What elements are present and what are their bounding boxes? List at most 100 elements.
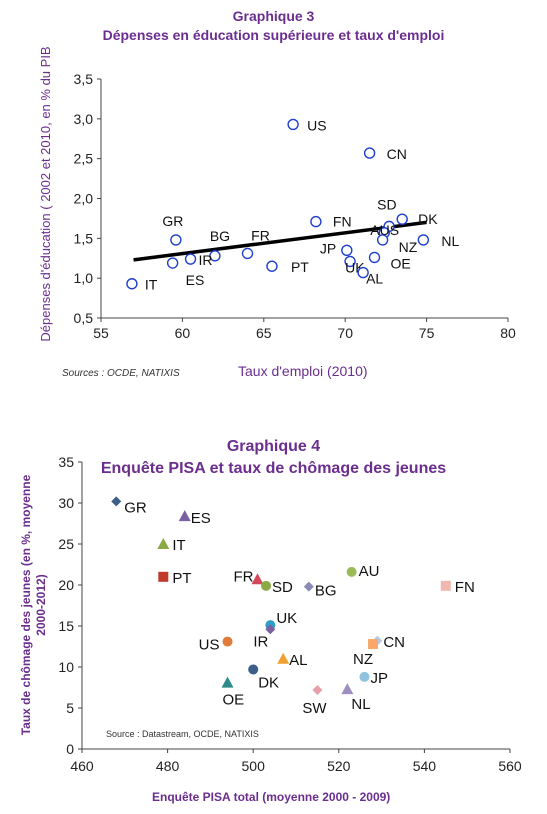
data-point-us <box>287 118 299 131</box>
data-point-jp <box>359 671 370 682</box>
point-label-sd: SD <box>377 196 396 212</box>
y-tick-label: 0,5 <box>74 310 94 326</box>
point-label-bg: BG <box>315 583 337 600</box>
point-label-jp: JP <box>320 240 336 256</box>
y-tick-label: 1,5 <box>74 230 94 246</box>
x-tick-label: 70 <box>337 325 353 341</box>
y-tick-label: 5 <box>66 700 74 716</box>
data-point-dk <box>248 664 259 675</box>
y-tick-label: 2,0 <box>74 191 94 207</box>
point-label-gr: GR <box>162 213 183 229</box>
point-label-fn: FN <box>333 214 352 230</box>
x-tick-label: 60 <box>175 325 191 341</box>
point-label-fn: FN <box>455 579 475 596</box>
x-tick-label: 65 <box>256 325 272 341</box>
x-tick-label: 500 <box>242 758 266 774</box>
data-point-es <box>178 510 191 522</box>
point-label-dk: DK <box>418 211 438 227</box>
point-label-ir: IR <box>199 252 213 268</box>
y-tick-label: 15 <box>58 618 74 634</box>
y-tick-label: 20 <box>58 577 74 593</box>
data-point-cn <box>363 147 376 159</box>
trend-line <box>133 220 427 262</box>
data-point-uk <box>344 255 356 268</box>
data-point-it <box>126 278 138 290</box>
point-label-cn: CN <box>383 634 405 651</box>
point-label-it: IT <box>172 537 185 554</box>
data-point-ir <box>265 624 276 635</box>
y-tick-label: 35 <box>58 454 74 470</box>
data-point-oe <box>221 676 234 688</box>
point-label-sw: SW <box>302 700 327 717</box>
data-point-es <box>166 257 179 269</box>
point-label-dk: DK <box>258 674 279 691</box>
y-tick-label: 3,5 <box>74 71 94 87</box>
data-point-sw <box>312 684 323 695</box>
data-point-ir <box>184 253 197 265</box>
chart2-xlabel: Enquête PISA total (moyenne 2000 - 2009) <box>152 790 391 804</box>
data-point-oe <box>368 251 381 264</box>
point-label-cn: CN <box>387 146 407 162</box>
point-label-us: US <box>199 637 220 654</box>
chart2-subtitle: Enquête PISA et taux de chômage des jeun… <box>100 460 447 477</box>
x-tick-label: 560 <box>498 758 522 774</box>
chart1-plot: 55 60 65 70 75 80 0,5 1,0 1,5 2,0 2,5 3,0 3,5 Dépense… <box>38 46 516 341</box>
point-label-oe: OE <box>223 692 245 709</box>
chart2-plot: 460 480 500 520 540 560 0 5 10 15 20 25 30 35 Taux de … <box>19 454 522 774</box>
chart1-xlabel: Taux d'emploi (2010) <box>238 363 368 379</box>
chart1-title: Graphique 3 <box>232 8 315 24</box>
data-point-nl <box>341 683 354 695</box>
point-label-nl: NL <box>351 696 370 713</box>
data-point-gr <box>170 234 182 246</box>
y-tick-label: 2,5 <box>74 151 94 167</box>
point-label-nz: NZ <box>353 651 373 668</box>
point-label-it: IT <box>145 277 158 293</box>
y-tick-label: 0 <box>66 741 74 757</box>
point-label-pt: PT <box>172 570 191 587</box>
data-point-al <box>277 652 290 664</box>
data-point-nl <box>417 234 430 246</box>
data-point-fn <box>440 580 451 591</box>
point-label-oe: OE <box>391 255 411 271</box>
point-label-jp: JP <box>370 670 388 687</box>
x-tick-label: 75 <box>419 325 435 341</box>
point-label-al: AL <box>366 271 383 287</box>
point-label-au: AU <box>359 563 380 580</box>
point-label-es: ES <box>191 510 211 527</box>
y-tick-label: 25 <box>58 536 74 552</box>
point-label-ir: IR <box>253 633 268 650</box>
y-tick-label: 3,0 <box>74 111 94 127</box>
point-label-nz: NZ <box>399 239 418 255</box>
data-point-dk <box>396 213 408 225</box>
x-tick-label: 55 <box>93 325 109 341</box>
data-point-jp <box>341 244 353 256</box>
x-tick-label: 480 <box>156 758 180 774</box>
chart1-subtitle: Dépenses en éducation supérieure et taux… <box>102 27 445 43</box>
x-tick-label: 80 <box>500 325 516 341</box>
data-point-fr <box>241 247 254 260</box>
point-label-gr: GR <box>124 499 147 516</box>
point-label-es: ES <box>186 272 205 288</box>
data-point-it <box>157 538 170 549</box>
point-label-al: AL <box>289 652 307 669</box>
point-label-fr: FR <box>251 227 270 243</box>
chart2-ylabel: Taux de chômage des jeunes (en %, moyenn… <box>19 474 48 735</box>
data-point-pt <box>266 260 278 272</box>
data-point-au <box>346 566 357 577</box>
data-point-nz <box>368 639 379 650</box>
point-label-aus: AUS <box>370 222 399 238</box>
x-tick-label: 520 <box>327 758 351 774</box>
data-point-al <box>357 266 369 279</box>
y-tick-label: 1,0 <box>74 270 94 286</box>
chart1-ylabel: Dépenses d'éducation ( 2002 et 2010, en … <box>38 46 53 341</box>
point-label-sd: SD <box>272 579 293 596</box>
point-label-fr: FR <box>233 568 253 585</box>
x-tick-label: 460 <box>70 758 94 774</box>
data-point-bg <box>303 581 314 592</box>
chart2-source: Source : Datastream, OCDE, NATIXIS <box>106 729 259 739</box>
y-tick-label: 30 <box>58 495 74 511</box>
data-point-nz <box>376 234 389 246</box>
y-tick-label: 10 <box>58 659 74 675</box>
data-point-fn <box>310 215 322 228</box>
data-point-gr <box>111 496 122 507</box>
